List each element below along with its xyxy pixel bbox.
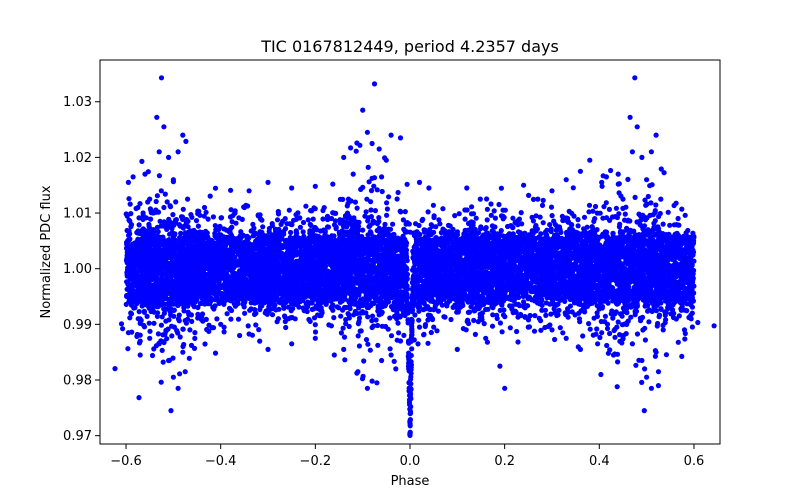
data-point [293, 258, 299, 264]
data-points [112, 75, 717, 438]
data-point [454, 229, 460, 235]
data-point [406, 350, 412, 356]
data-point [300, 229, 306, 235]
data-point [406, 363, 412, 369]
data-point [409, 346, 415, 352]
